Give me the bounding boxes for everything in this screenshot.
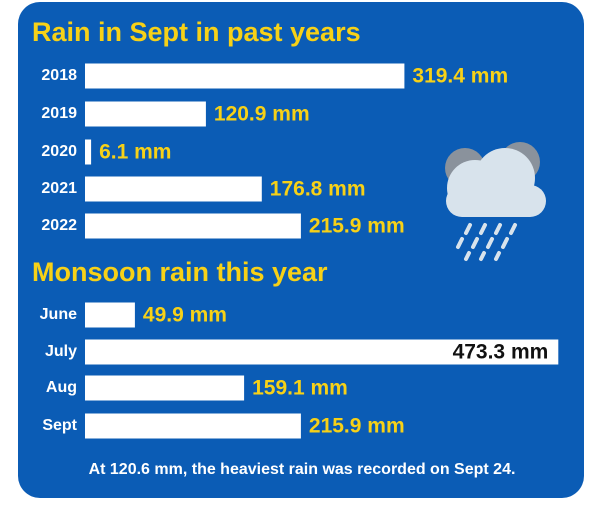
- category-label: 2020: [41, 143, 77, 160]
- chart-title: Rain in Sept in past years: [32, 17, 361, 47]
- value-label: 159.1 mm: [252, 377, 348, 400]
- category-label: 2018: [41, 67, 77, 84]
- value-label: 6.1 mm: [99, 141, 171, 164]
- category-label: Aug: [46, 379, 77, 396]
- category-label: 2021: [41, 180, 77, 197]
- category-label: Sept: [42, 417, 77, 434]
- note: At 120.6 mm, the heaviest rain was recor…: [89, 461, 516, 478]
- value-label: 176.8 mm: [270, 178, 366, 201]
- category-label: 2022: [41, 217, 77, 234]
- bar: [85, 101, 206, 127]
- bar: [85, 413, 301, 439]
- value-label: 49.9 mm: [143, 304, 227, 327]
- category-label: June: [40, 306, 77, 323]
- value-label: 215.9 mm: [309, 415, 405, 438]
- bar: [85, 139, 92, 165]
- value-label: 215.9 mm: [309, 215, 405, 238]
- bar: [85, 63, 405, 89]
- value-label: 473.3 mm: [453, 341, 549, 364]
- bar: [85, 302, 135, 328]
- rain-icon: [445, 142, 546, 261]
- bar: [85, 375, 245, 401]
- chart-title: Monsoon rain this year: [32, 257, 328, 287]
- bar: [85, 339, 559, 365]
- bar: [85, 213, 301, 239]
- value-label: 319.4 mm: [412, 65, 508, 88]
- category-label: 2019: [41, 105, 77, 122]
- bar: [85, 176, 262, 202]
- value-label: 120.9 mm: [214, 103, 310, 126]
- category-label: July: [45, 343, 77, 360]
